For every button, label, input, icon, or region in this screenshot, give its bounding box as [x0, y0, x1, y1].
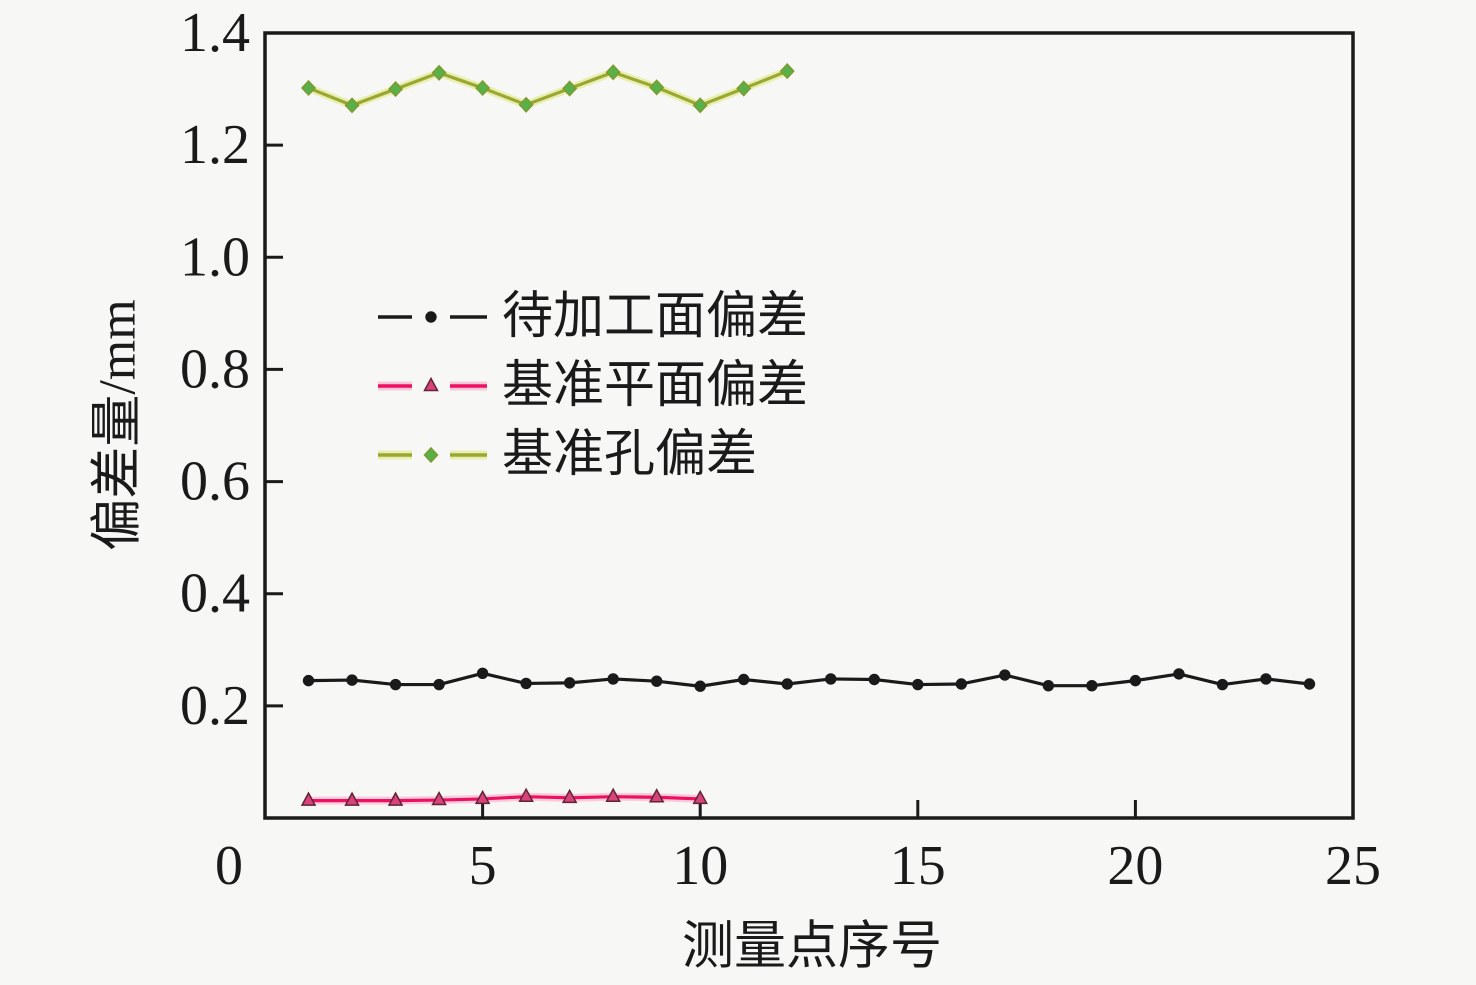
y-tick-label: 0.4 — [180, 563, 250, 625]
marker-circle — [433, 678, 445, 691]
y-tick-label: 0.2 — [180, 675, 250, 737]
marker-circle — [1042, 679, 1055, 692]
marker-circle — [694, 680, 706, 692]
marker-circle — [425, 311, 437, 323]
x-tick-label: 25 — [1325, 835, 1381, 897]
marker-diamond — [562, 80, 578, 97]
y-axis-label: 偏差量/mm — [90, 299, 147, 550]
y-tick-label: 1.4 — [180, 2, 250, 64]
x-tick-label: 10 — [672, 835, 728, 897]
marker-triangle — [692, 789, 708, 805]
marker-circle — [563, 677, 576, 689]
marker-circle — [912, 678, 924, 691]
marker-circle — [781, 678, 793, 690]
marker-triangle — [431, 790, 447, 806]
marker-circle — [1086, 679, 1098, 692]
series-line-machined-surface-deviation — [306, 671, 1312, 688]
y-tick-label: 1.2 — [180, 114, 250, 176]
marker-diamond — [518, 96, 534, 113]
marker-diamond — [431, 64, 447, 81]
marker-circle — [607, 673, 619, 685]
marker-triangle — [423, 376, 439, 392]
marker-circle — [1260, 673, 1272, 685]
marker-diamond — [300, 79, 317, 97]
marker-diamond — [423, 446, 439, 464]
marker-circle — [999, 669, 1011, 681]
marker-circle — [1173, 668, 1185, 680]
marker-triangle — [648, 788, 665, 803]
y-tick-label: 0.6 — [180, 451, 250, 513]
marker-circle — [738, 673, 750, 686]
legend-label-machined-surface-deviation: 待加工面偏差 — [502, 289, 808, 345]
legend-label-datum-plane-deviation: 基准平面偏差 — [502, 358, 808, 414]
marker-triangle — [474, 789, 491, 805]
marker-circle — [520, 677, 532, 690]
marker-circle — [650, 675, 663, 687]
chart-plot-area: 0 5 10 15 20 25 0.2 0.4 0.6 0.8 1.0 1.2 1.4 待加工面偏差基准平… — [180, 2, 1381, 897]
x-axis-label: 测量点序号 — [682, 919, 942, 976]
marker-circle — [955, 678, 968, 690]
marker-circle — [868, 673, 880, 686]
x-tick-label: 5 — [469, 835, 497, 897]
series-line-datum-hole-deviation — [306, 69, 789, 107]
marker-triangle — [561, 788, 578, 804]
x-tick-label: 0 — [215, 835, 243, 897]
marker-circle — [1129, 674, 1142, 687]
marker-triangle — [344, 791, 360, 806]
plot-border — [263, 31, 1355, 820]
marker-circle — [825, 673, 837, 685]
marker-circle — [389, 678, 402, 691]
y-tick-label: 1.0 — [180, 226, 250, 288]
y-tick-label: 0.8 — [180, 338, 250, 400]
x-tick-label: 15 — [890, 835, 946, 897]
marker-diamond — [388, 80, 404, 98]
series-line-datum-plane-deviation — [306, 795, 702, 803]
marker-triangle — [387, 791, 404, 806]
marker-triangle — [518, 787, 534, 802]
marker-diamond — [736, 80, 752, 97]
marker-diamond — [605, 64, 621, 81]
marker-diamond — [649, 79, 665, 96]
marker-circle — [1216, 678, 1229, 691]
marker-diamond — [779, 63, 795, 80]
marker-diamond — [344, 97, 360, 114]
marker-diamond — [692, 97, 708, 114]
marker-diamond — [475, 79, 491, 97]
marker-triangle — [300, 791, 317, 806]
legend-label-datum-hole-deviation: 基准孔偏差 — [502, 427, 757, 483]
x-tick-label: 20 — [1107, 835, 1163, 897]
marker-circle — [302, 674, 315, 687]
marker-circle — [346, 674, 358, 686]
marker-circle — [1303, 678, 1316, 690]
marker-circle — [476, 667, 489, 680]
marker-triangle — [605, 787, 621, 802]
